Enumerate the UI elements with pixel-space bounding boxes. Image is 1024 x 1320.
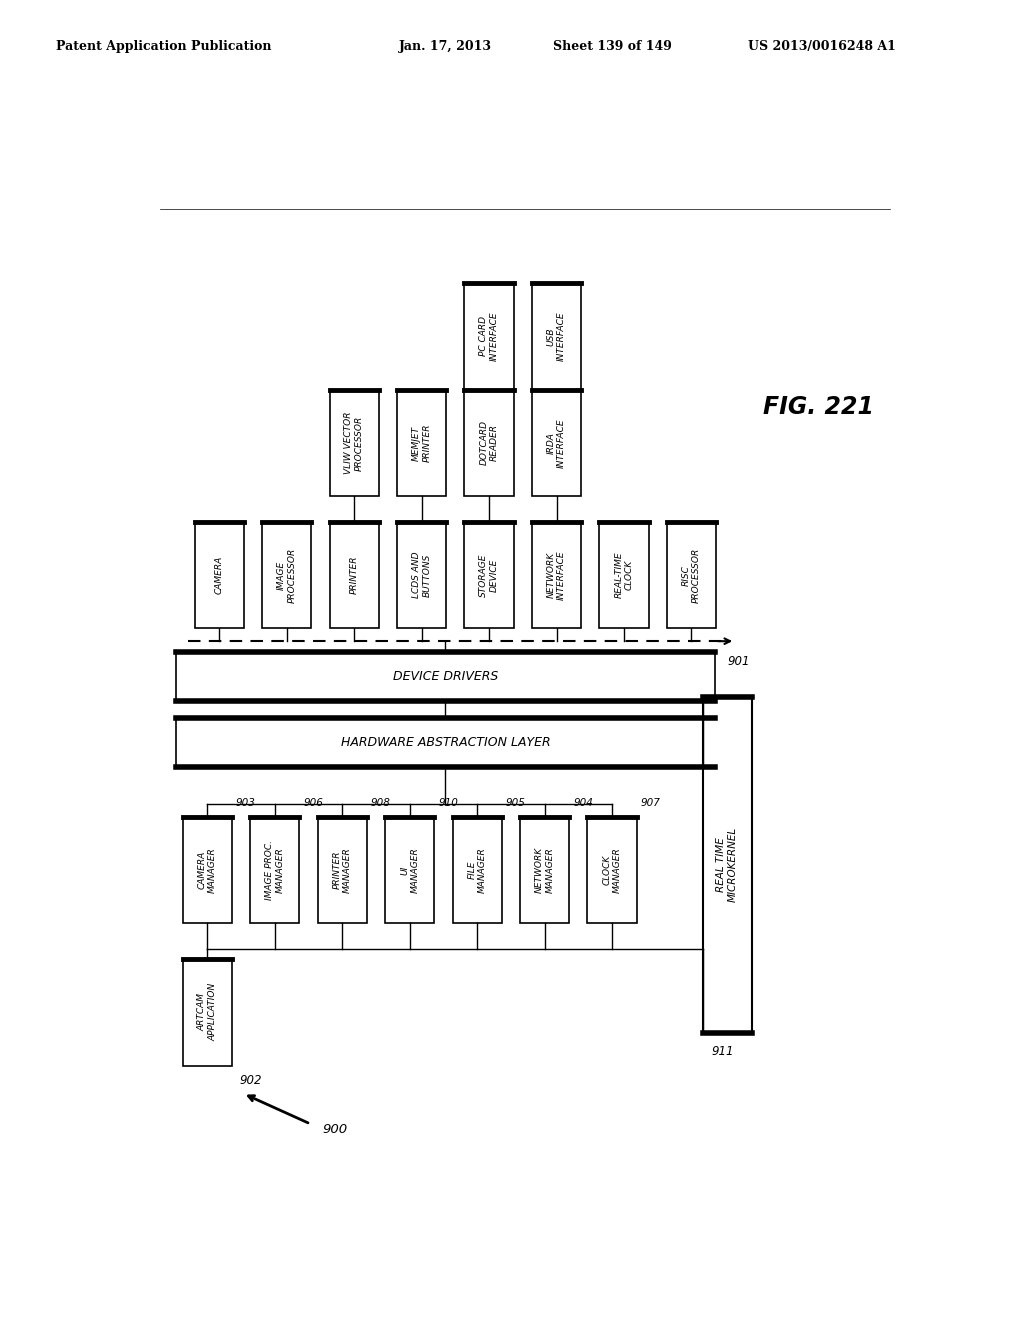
Text: Sheet 139 of 149: Sheet 139 of 149 [553, 40, 672, 53]
Text: 901: 901 [727, 655, 750, 668]
Text: IRDA
INTERFACE: IRDA INTERFACE [547, 418, 566, 467]
Bar [182, 817, 232, 923]
Bar [330, 389, 379, 496]
Text: ARTCAM
APPLICATION: ARTCAM APPLICATION [198, 983, 217, 1041]
Text: STORAGE
DEVICE: STORAGE DEVICE [479, 553, 499, 597]
Text: DEVICE DRIVERS: DEVICE DRIVERS [393, 671, 498, 684]
Text: 904: 904 [573, 799, 593, 808]
Text: FIG. 221: FIG. 221 [763, 396, 873, 420]
Text: MEMJET
PRINTER: MEMJET PRINTER [412, 424, 431, 462]
Text: PRINTER: PRINTER [349, 556, 358, 594]
Text: DOTCARD
READER: DOTCARD READER [479, 421, 499, 466]
Text: RISC
PROCESSOR: RISC PROCESSOR [682, 548, 701, 603]
Text: CAMERA: CAMERA [215, 556, 224, 594]
Text: HARDWARE ABSTRACTION LAYER: HARDWARE ABSTRACTION LAYER [341, 737, 550, 750]
Bar [182, 958, 232, 1065]
Text: 902: 902 [240, 1073, 262, 1086]
Text: VLIW VECTOR
PROCESSOR: VLIW VECTOR PROCESSOR [344, 412, 364, 474]
Text: REAL TIME
MICROKERNEL: REAL TIME MICROKERNEL [717, 828, 738, 903]
Bar [588, 817, 637, 923]
Bar [250, 817, 299, 923]
Text: 907: 907 [641, 799, 660, 808]
Bar [531, 521, 582, 628]
Text: Patent Application Publication: Patent Application Publication [56, 40, 271, 53]
Text: 911: 911 [712, 1044, 734, 1057]
Text: LCDS AND
BUTTONS: LCDS AND BUTTONS [412, 552, 431, 598]
Bar [397, 389, 446, 496]
Text: FILE
MANAGER: FILE MANAGER [468, 847, 486, 892]
Bar [520, 817, 569, 923]
Bar [531, 389, 582, 496]
Text: PRINTER
MANAGER: PRINTER MANAGER [333, 847, 352, 892]
Text: Jan. 17, 2013: Jan. 17, 2013 [399, 40, 493, 53]
Text: UI
MANAGER: UI MANAGER [400, 847, 420, 892]
Text: CAMERA
MANAGER: CAMERA MANAGER [198, 847, 217, 892]
Bar [262, 521, 311, 628]
Text: NETWORK
INTERFACE: NETWORK INTERFACE [547, 550, 566, 599]
Text: US 2013/0016248 A1: US 2013/0016248 A1 [748, 40, 895, 53]
Bar [385, 817, 434, 923]
Text: 905: 905 [506, 799, 525, 808]
Text: IMAGE
PROCESSOR: IMAGE PROCESSOR [278, 548, 296, 603]
Text: CLOCK
MANAGER: CLOCK MANAGER [602, 847, 622, 892]
Bar [317, 817, 367, 923]
Text: PC CARD
INTERFACE: PC CARD INTERFACE [479, 312, 499, 362]
Bar [453, 817, 502, 923]
Bar [330, 521, 379, 628]
Bar [176, 652, 715, 701]
Bar [531, 282, 582, 389]
Bar [599, 521, 648, 628]
Text: IMAGE PROC.
MANAGER: IMAGE PROC. MANAGER [265, 840, 285, 900]
Bar [195, 521, 244, 628]
Text: 908: 908 [371, 799, 391, 808]
Bar [465, 282, 514, 389]
Bar [176, 718, 715, 767]
Bar [465, 389, 514, 496]
Text: 903: 903 [236, 799, 256, 808]
Bar [465, 521, 514, 628]
Text: 900: 900 [323, 1122, 347, 1135]
Bar [397, 521, 446, 628]
Text: REAL-TIME
CLOCK: REAL-TIME CLOCK [614, 552, 634, 598]
Text: 910: 910 [438, 799, 458, 808]
Text: 906: 906 [303, 799, 324, 808]
Text: USB
INTERFACE: USB INTERFACE [547, 312, 566, 362]
Text: NETWORK
MANAGER: NETWORK MANAGER [535, 847, 554, 892]
Bar [667, 521, 716, 628]
Bar [702, 697, 752, 1032]
